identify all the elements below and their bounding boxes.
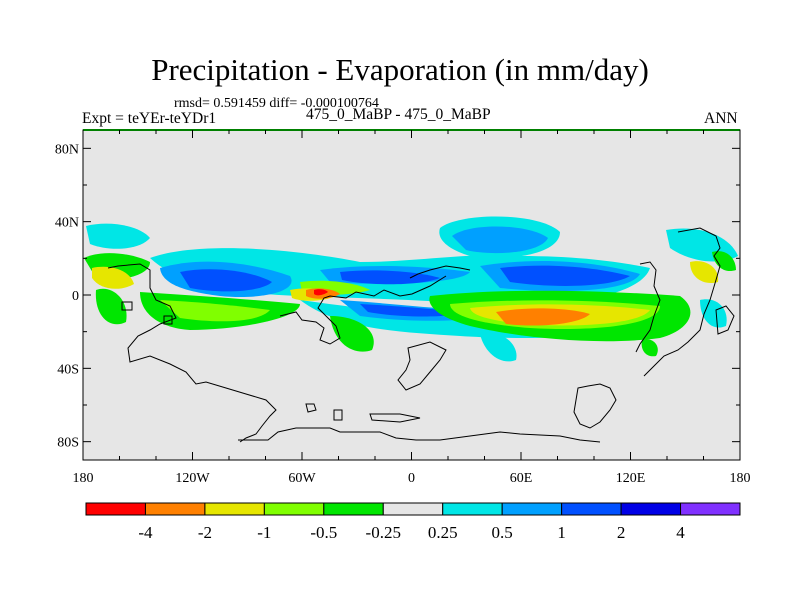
colorbar-label-6: 0.5 [492,523,513,542]
colorbar-box-2 [204,502,265,516]
y-tick-label: 40S [57,362,79,377]
colorbar-label-9: 4 [676,523,685,542]
region-darkblue-north [340,270,440,285]
coastline-island-6 [369,413,421,423]
region-green-west-coast [95,288,127,325]
y-tick-label: 80S [57,436,79,451]
colorbar-label-7: 1 [557,523,566,542]
region-cyan-south-indian [480,332,517,362]
colorbar-box-0 [85,502,146,516]
coastline-americas [107,263,277,443]
colorbar-label-5: 0.25 [428,523,458,542]
region-red-spot [314,289,328,296]
axis-ticks [82,130,741,460]
region-green-east-coast [712,251,736,272]
colorbar-box-10 [680,502,741,516]
colorbar-label-4: -0.25 [366,523,401,542]
region-yellow-east-coast [690,261,719,284]
case-label: 475_0_MaBP - 475_0_MaBP [306,106,491,123]
chart-title: Precipitation - Evaporation (in mm/day) [151,52,649,87]
colorbar-box-5 [382,502,444,516]
region-darkblue-pacific [180,269,272,292]
x-tick-label: 180 [73,471,94,486]
coastline-south-atlantic [397,341,447,391]
coastline-island-3 [305,403,317,413]
colorbar-box-7 [501,502,563,516]
coastlines [107,227,735,443]
colorbar-label-8: 2 [617,523,626,542]
coastline-australia [573,383,617,429]
negative-regions [84,251,736,357]
coastline-island-5 [121,301,133,311]
colorbar-box-3 [263,502,325,516]
region-yellow-west [92,266,134,289]
x-tick-label: 0 [408,471,415,486]
region-cyan-southeast [700,299,727,328]
x-tick-label: 180 [730,471,751,486]
coastline-island-2 [333,409,343,421]
colorbar-box-1 [144,502,206,516]
region-green-south-band [330,316,374,352]
colorbar-label-3: -0.5 [310,523,337,542]
field-contours [84,216,738,362]
x-tick-label: 60W [288,471,316,486]
x-axis-labels: 180 120W 60W 0 60E 120E 180 [73,471,751,486]
colorbar [85,502,741,516]
region-darkblue-east [500,265,630,286]
x-tick-label: 120E [616,471,646,486]
colorbar-label-1: -2 [198,523,212,542]
colorbar-label-0: -4 [138,523,153,542]
colorbar-labels: -4 -2 -1 -0.5 -0.25 0.25 0.5 1 2 4 [138,523,685,542]
colorbar-box-9 [620,502,682,516]
coastline-antarctic [238,427,601,443]
y-axis-labels: 80N 40N 0 40S 80S [55,142,79,450]
region-orange-south-pacific [496,308,590,326]
region-green-east-small [641,339,658,357]
coastline-island-4 [163,315,173,325]
y-tick-label: 80N [55,142,79,157]
colorbar-label-2: -1 [257,523,271,542]
colorbar-box-8 [561,502,622,516]
coastline-africa [409,265,471,279]
y-tick-label: 0 [72,289,79,304]
stats-line: rmsd= 0.591459 diff= -0.000100764 [174,96,379,111]
colorbar-box-4 [323,502,384,516]
colorbar-box-6 [442,502,503,516]
coastline-east-asia [635,261,661,353]
coastline-far-east [643,227,721,377]
region-lightgreen-pacific [160,300,270,322]
coastline-island-1 [715,305,735,335]
x-tick-label: 120W [175,471,210,486]
season-label: ANN [704,110,738,127]
coastline-central [279,275,447,345]
region-blue-atlantic-north [452,226,548,254]
region-cyan-west [86,223,150,249]
experiment-label: Expt = teYEr-teYDr1 [82,110,217,127]
y-tick-label: 40N [55,216,79,231]
x-tick-label: 60E [510,471,533,486]
